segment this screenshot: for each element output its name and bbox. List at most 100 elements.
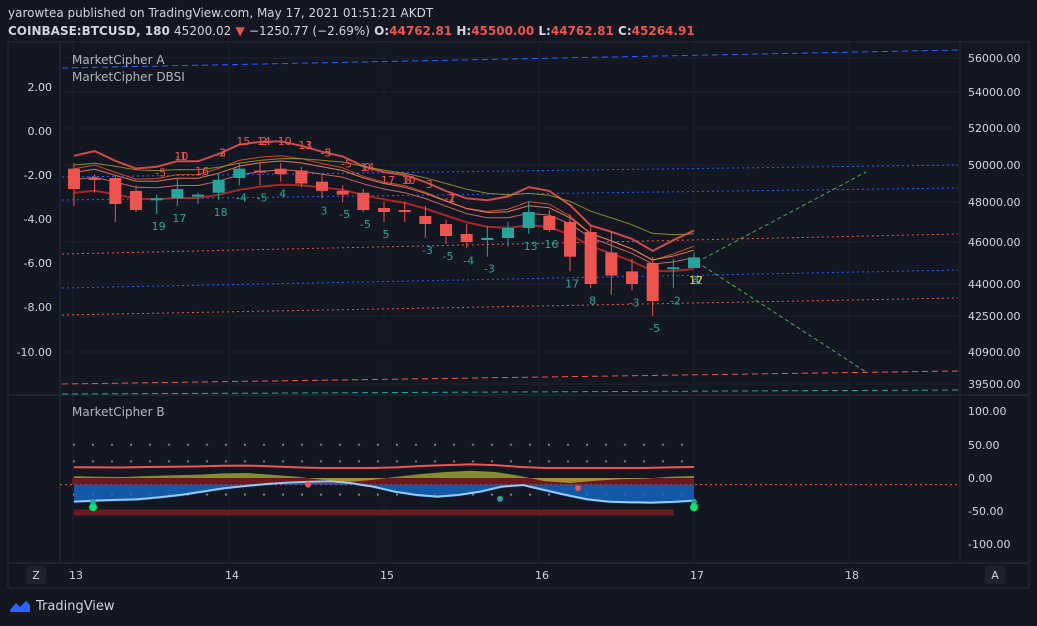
level-dot xyxy=(110,460,114,463)
candle-body xyxy=(233,168,246,178)
indicator-label-dbsi[interactable]: MarketCipher DBSI xyxy=(72,70,185,84)
indicator-label-b[interactable]: MarketCipher B xyxy=(72,405,165,419)
level-dot xyxy=(490,493,494,496)
level-dot xyxy=(528,443,532,446)
wave-label: 17 xyxy=(172,212,186,225)
price-tick-label: 39500.00 xyxy=(968,378,1021,391)
candle-body xyxy=(688,257,700,268)
level-dot xyxy=(452,443,456,446)
wave-label: 0 xyxy=(364,161,371,174)
wave-label: 14 xyxy=(360,161,374,174)
level-dot xyxy=(661,443,665,446)
candle-body xyxy=(212,179,225,193)
buy-signal-dot xyxy=(89,503,97,512)
level-dot xyxy=(281,493,285,496)
wave-label: 2 xyxy=(261,135,268,148)
wave-label: 4 xyxy=(693,274,700,287)
oscillator-tick-label: 100.00 xyxy=(968,405,1007,418)
left-tick-label: -6.00 xyxy=(24,257,52,270)
level-dot xyxy=(129,460,133,463)
axes: 56000.00 54000.00 52000.00 50000.00 48000.00… xyxy=(17,52,1021,582)
candle-body xyxy=(295,170,308,184)
candles xyxy=(68,163,700,316)
level-dot xyxy=(547,493,551,496)
wave-label: -4 xyxy=(463,254,474,267)
candle-body xyxy=(543,216,556,230)
candle-body xyxy=(626,271,638,284)
level-dot xyxy=(604,460,608,463)
symbol: COINBASE:BTCUSD, 180 xyxy=(8,24,170,38)
candle-body xyxy=(109,177,122,204)
high-label: H: xyxy=(456,24,472,38)
wave-label: 3 xyxy=(321,204,328,217)
level-dot xyxy=(490,443,494,446)
level-dot xyxy=(224,493,228,496)
level-dot xyxy=(224,443,228,446)
signal-dot xyxy=(305,481,311,488)
level-dot xyxy=(414,460,418,463)
level-dot xyxy=(72,460,76,463)
trend-line xyxy=(696,261,867,373)
level-dot xyxy=(167,460,171,463)
level-dot xyxy=(300,493,304,496)
open-value: 44762.81 xyxy=(389,24,453,38)
level-dot xyxy=(91,443,95,446)
ohlc-line: COINBASE:BTCUSD, 180 45200.02 ▼ −1250.77… xyxy=(8,22,695,40)
oscillator-tick-label: 50.00 xyxy=(968,439,1000,452)
trend-line xyxy=(61,233,959,255)
level-dot xyxy=(205,443,209,446)
wave-label: -1 xyxy=(445,192,456,205)
wave-label: 13 xyxy=(524,240,538,253)
level-dot xyxy=(433,443,437,446)
candle-body xyxy=(646,263,659,302)
level-dot xyxy=(604,443,608,446)
level-dot xyxy=(357,493,361,496)
buy-signal-dot xyxy=(690,503,698,512)
indicator-label-a[interactable]: MarketCipher A xyxy=(72,53,165,67)
price-tick-label: 56000.00 xyxy=(968,52,1021,65)
level-dot xyxy=(338,493,342,496)
level-dot xyxy=(129,443,133,446)
z-button[interactable]: Z xyxy=(26,566,46,584)
candle-body xyxy=(584,232,597,284)
candle-body xyxy=(440,224,452,236)
trend-line xyxy=(61,164,959,178)
down-arrow-icon: ▼ xyxy=(235,24,245,38)
wave-label: 11 xyxy=(298,139,312,152)
left-tick-label: 2.00 xyxy=(28,81,53,94)
candle-body xyxy=(378,208,390,212)
level-dot xyxy=(566,443,570,446)
candle-body xyxy=(192,194,204,197)
candle-body xyxy=(460,234,473,242)
level-dot xyxy=(395,460,399,463)
candle-body xyxy=(605,252,618,276)
time-tick-label: 16 xyxy=(535,569,549,582)
price-tick-label: 46000.00 xyxy=(968,236,1021,249)
wave-label: 14 xyxy=(257,135,271,148)
signal-dot xyxy=(575,484,581,491)
oscillator-tick-label: 0.00 xyxy=(968,472,993,485)
level-dot xyxy=(186,460,190,463)
level-dot xyxy=(148,460,152,463)
level-dot xyxy=(167,443,171,446)
last-price: 45200.02 xyxy=(174,24,232,38)
wave-label: 13 xyxy=(298,139,312,152)
tradingview-branding[interactable]: TradingView xyxy=(8,598,115,614)
wave-label: -5 xyxy=(339,208,350,221)
wave-label: -5 xyxy=(649,322,660,335)
time-tick-label: 15 xyxy=(380,569,394,582)
level-dot xyxy=(471,443,475,446)
chart-header: yarowtea published on TradingView.com, M… xyxy=(8,4,695,40)
candle-body xyxy=(564,222,576,257)
candle-body xyxy=(502,228,514,238)
trend-line xyxy=(61,269,959,289)
high-value: 45500.00 xyxy=(471,24,535,38)
wave-label: -3 xyxy=(484,263,495,276)
level-dot xyxy=(376,493,380,496)
candle-body xyxy=(88,177,101,180)
a-button-label: A xyxy=(991,569,999,582)
candle-body xyxy=(336,190,349,195)
level-dot xyxy=(357,443,361,446)
a-button[interactable]: A xyxy=(985,566,1005,584)
